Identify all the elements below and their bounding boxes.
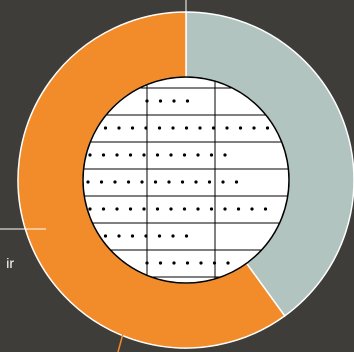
dotted-grid-circle-icon [82, 76, 290, 284]
leader-line-bottom [117, 329, 125, 352]
slice-callout-label: ir [6, 255, 14, 271]
